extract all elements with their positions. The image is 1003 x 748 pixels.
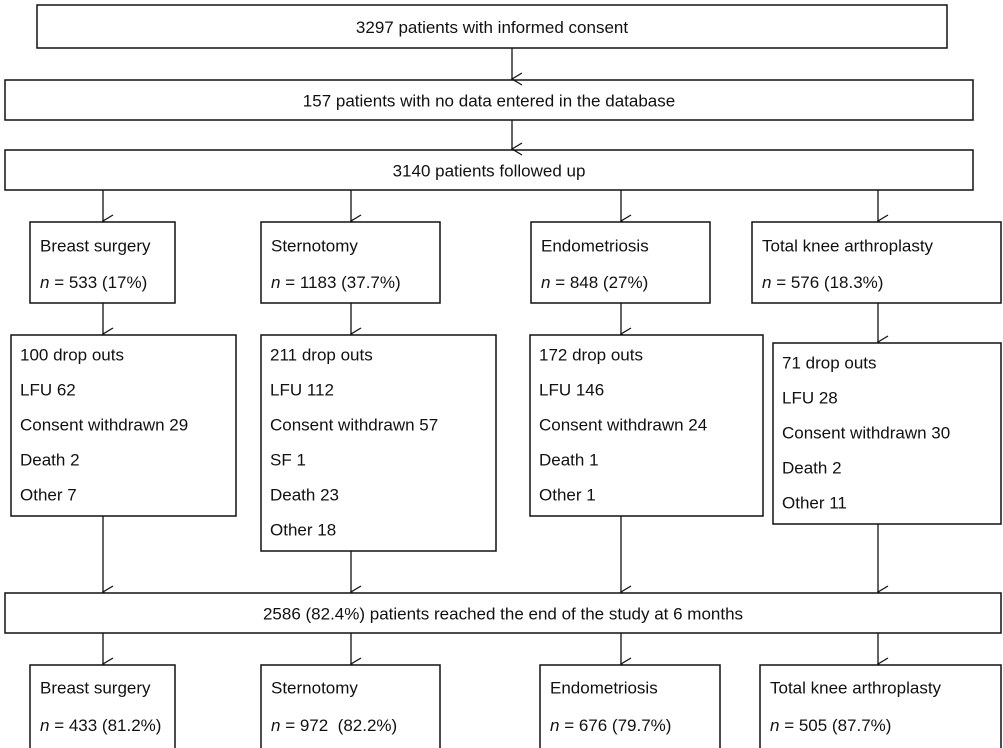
- box: [4, 149, 974, 191]
- sample-size: n = 972 (82.2%): [271, 716, 397, 735]
- final-name: Total knee arthroplasty: [770, 678, 942, 697]
- dropout-line: LFU 112: [270, 380, 334, 399]
- box: [530, 221, 711, 304]
- sample-size: n = 576 (18.3%): [762, 273, 883, 292]
- sample-size: n = 505 (87.7%): [770, 716, 891, 735]
- box: [260, 221, 441, 304]
- box: [759, 664, 1002, 748]
- box: [751, 221, 1002, 304]
- dropout-line: Other 18: [270, 520, 336, 539]
- group-name: Breast surgery: [40, 236, 151, 255]
- final-name: Breast surgery: [40, 678, 151, 697]
- sample-size: n = 533 (17%): [40, 273, 147, 292]
- box: [539, 664, 721, 748]
- box: [260, 664, 441, 748]
- dropout-line: Other 1: [539, 485, 596, 504]
- dropout-line: 71 drop outs: [782, 353, 877, 372]
- step-label: 157 patients with no data entered in the…: [303, 91, 675, 110]
- box: [529, 334, 764, 517]
- dropout-line: SF 1: [270, 450, 306, 469]
- box: [4, 79, 974, 121]
- dropout-line: Death 2: [782, 458, 842, 477]
- group-name: Endometriosis: [541, 236, 649, 255]
- sample-size: n = 848 (27%): [541, 273, 648, 292]
- final-name: Sternotomy: [271, 678, 358, 697]
- box: [4, 592, 1002, 634]
- box: [772, 342, 1002, 525]
- dropout-line: LFU 146: [539, 380, 604, 399]
- sample-size: n = 1183 (37.7%): [271, 273, 401, 292]
- dropout-line: LFU 62: [20, 380, 76, 399]
- dropout-line: 211 drop outs: [270, 345, 373, 364]
- dropout-line: Death 1: [539, 450, 599, 469]
- box: [260, 334, 497, 552]
- dropout-line: Consent withdrawn 57: [270, 415, 438, 434]
- dropout-line: Other 11: [782, 493, 847, 512]
- dropout-line: 100 drop outs: [20, 345, 124, 364]
- dropout-line: Death 23: [270, 485, 339, 504]
- dropout-line: LFU 28: [782, 388, 838, 407]
- dropout-line: 172 drop outs: [539, 345, 643, 364]
- step-label: 3140 patients followed up: [393, 161, 586, 180]
- box: [29, 664, 176, 748]
- dropout-line: Consent withdrawn 29: [20, 415, 188, 434]
- sample-size: n = 433 (81.2%): [40, 716, 161, 735]
- end-label: 2586 (82.4%) patients reached the end of…: [263, 604, 743, 623]
- final-name: Endometriosis: [550, 678, 658, 697]
- box: [10, 334, 237, 517]
- dropout-line: Consent withdrawn 24: [539, 415, 707, 434]
- dropout-line: Death 2: [20, 450, 80, 469]
- dropout-line: Consent withdrawn 30: [782, 423, 950, 442]
- step-label: 3297 patients with informed consent: [356, 18, 628, 37]
- group-name: Sternotomy: [271, 236, 358, 255]
- group-name: Total knee arthroplasty: [762, 236, 934, 255]
- sample-size: n = 676 (79.7%): [550, 716, 671, 735]
- box: [36, 4, 948, 49]
- dropout-line: Other 7: [20, 485, 77, 504]
